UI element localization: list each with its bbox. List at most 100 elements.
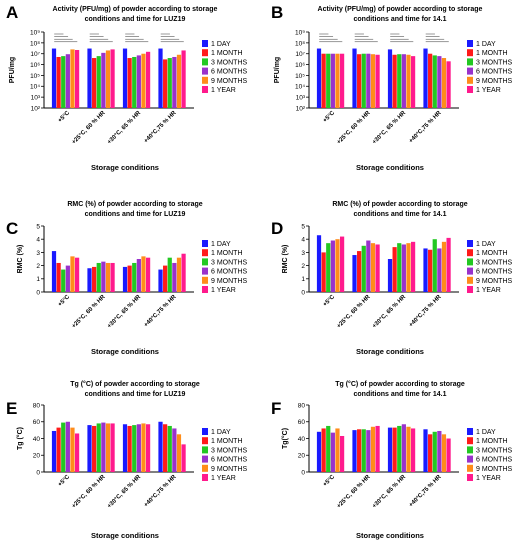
panel-a: A Activity (PFU/mg) of powder according t…	[6, 3, 248, 172]
y-tick-label: 80	[33, 402, 41, 409]
legend-swatch	[467, 267, 473, 275]
legend-swatch	[467, 428, 473, 435]
legend-swatch	[467, 58, 473, 66]
y-tick-label: 10⁸	[30, 40, 40, 47]
bar	[339, 236, 345, 292]
y-tick-label: 4	[36, 237, 40, 244]
legend-swatch	[202, 267, 208, 275]
bar	[361, 245, 366, 292]
y-tick-label: 60	[33, 419, 41, 426]
legend-swatch	[202, 67, 208, 75]
chart-title-line: RMC (%) of powder according to storage	[67, 201, 202, 208]
bar	[70, 427, 75, 472]
y-tick-label: 1	[301, 276, 305, 283]
legend-swatch	[202, 474, 208, 481]
bar	[172, 428, 177, 472]
category-label: +30°C, 65 % HR	[107, 110, 143, 146]
legend-label: 1 YEAR	[476, 87, 501, 94]
bar	[176, 54, 182, 108]
bar	[428, 53, 433, 108]
panel-e: E Tg (°C) of powder according to storage c…	[6, 380, 248, 540]
legend-label: 1 YEAR	[476, 287, 501, 294]
bar	[136, 55, 141, 108]
legend-swatch	[202, 437, 208, 445]
bar	[176, 257, 182, 292]
bar	[423, 48, 428, 108]
y-tick-label: 20	[33, 453, 41, 460]
bar	[437, 56, 442, 108]
category-label: +5°C	[322, 474, 336, 488]
legend-label: 6 MONTHS	[211, 457, 248, 464]
legend-swatch	[467, 437, 473, 445]
category-label: +40°C,75 % HR	[408, 294, 443, 329]
bar	[141, 53, 146, 108]
bar	[96, 56, 101, 108]
legend-label: 3 MONTHS	[476, 59, 513, 66]
category-label: +30°C, 65 % HR	[372, 294, 408, 330]
category-label: +30°C, 65 % HR	[107, 294, 143, 330]
legend-swatch	[467, 464, 473, 472]
legend-label: 9 MONTHS	[476, 78, 513, 85]
category-label: +5°C	[57, 294, 71, 308]
legend-swatch	[467, 276, 473, 284]
bar	[366, 240, 371, 292]
legend-label: 6 MONTHS	[211, 69, 248, 76]
legend-label: 1 MONTH	[476, 250, 508, 257]
legend-label: 6 MONTHS	[476, 269, 513, 276]
category-label: +30°C, 65 % HR	[372, 110, 408, 146]
bar	[339, 435, 345, 472]
bar	[163, 59, 168, 108]
y-axis-label: RMC (%)	[17, 245, 24, 274]
bar	[87, 48, 92, 108]
legend-swatch	[467, 249, 473, 257]
bar	[65, 265, 70, 292]
bar	[56, 427, 61, 472]
bar	[361, 53, 366, 108]
legend-swatch	[202, 464, 208, 472]
bar	[330, 432, 335, 472]
bar	[141, 423, 146, 472]
legend-swatch	[202, 49, 208, 57]
legend-label: 9 MONTHS	[211, 78, 248, 85]
bar	[136, 424, 141, 472]
legend-label: 3 MONTHS	[211, 447, 248, 454]
bar	[70, 49, 75, 108]
bar	[410, 56, 416, 108]
bar	[316, 431, 322, 472]
chart-title-line: conditions and time for LUZ19	[85, 211, 186, 218]
bar	[428, 434, 433, 472]
bar	[167, 58, 172, 108]
bar	[101, 261, 106, 292]
y-tick-label: 2	[301, 263, 305, 270]
y-tick-label: 10⁵	[295, 73, 305, 80]
legend-swatch	[202, 249, 208, 257]
legend-label: 3 MONTHS	[476, 447, 513, 454]
y-tick-label: 80	[298, 402, 306, 409]
bar	[410, 241, 416, 292]
legend-swatch	[202, 276, 208, 284]
legend-swatch	[202, 58, 208, 66]
legend-swatch	[467, 286, 473, 293]
bar	[145, 424, 151, 472]
category-label: +25°C, 60 % HR	[336, 474, 372, 510]
bar	[352, 255, 357, 292]
panel-letter: D	[271, 219, 283, 238]
legend-swatch	[467, 240, 473, 247]
bar	[321, 252, 326, 292]
legend-swatch	[202, 76, 208, 84]
chart-title-line: Activity (PFU/mg) of powder according to…	[318, 6, 483, 13]
y-axis-label: PFU/mg	[274, 57, 281, 83]
bar	[437, 248, 442, 292]
panel-letter: E	[6, 399, 17, 418]
legend-label: 3 MONTHS	[211, 59, 248, 66]
x-axis-label: Storage conditions	[91, 531, 159, 540]
bar	[366, 53, 371, 108]
bar	[122, 424, 128, 472]
bar	[110, 423, 115, 472]
bar	[127, 58, 132, 108]
y-tick-label: 10³	[296, 95, 306, 102]
x-axis-label: Storage conditions	[356, 163, 424, 172]
panel-letter: A	[6, 3, 18, 22]
bar	[51, 430, 57, 472]
bar	[432, 239, 437, 292]
